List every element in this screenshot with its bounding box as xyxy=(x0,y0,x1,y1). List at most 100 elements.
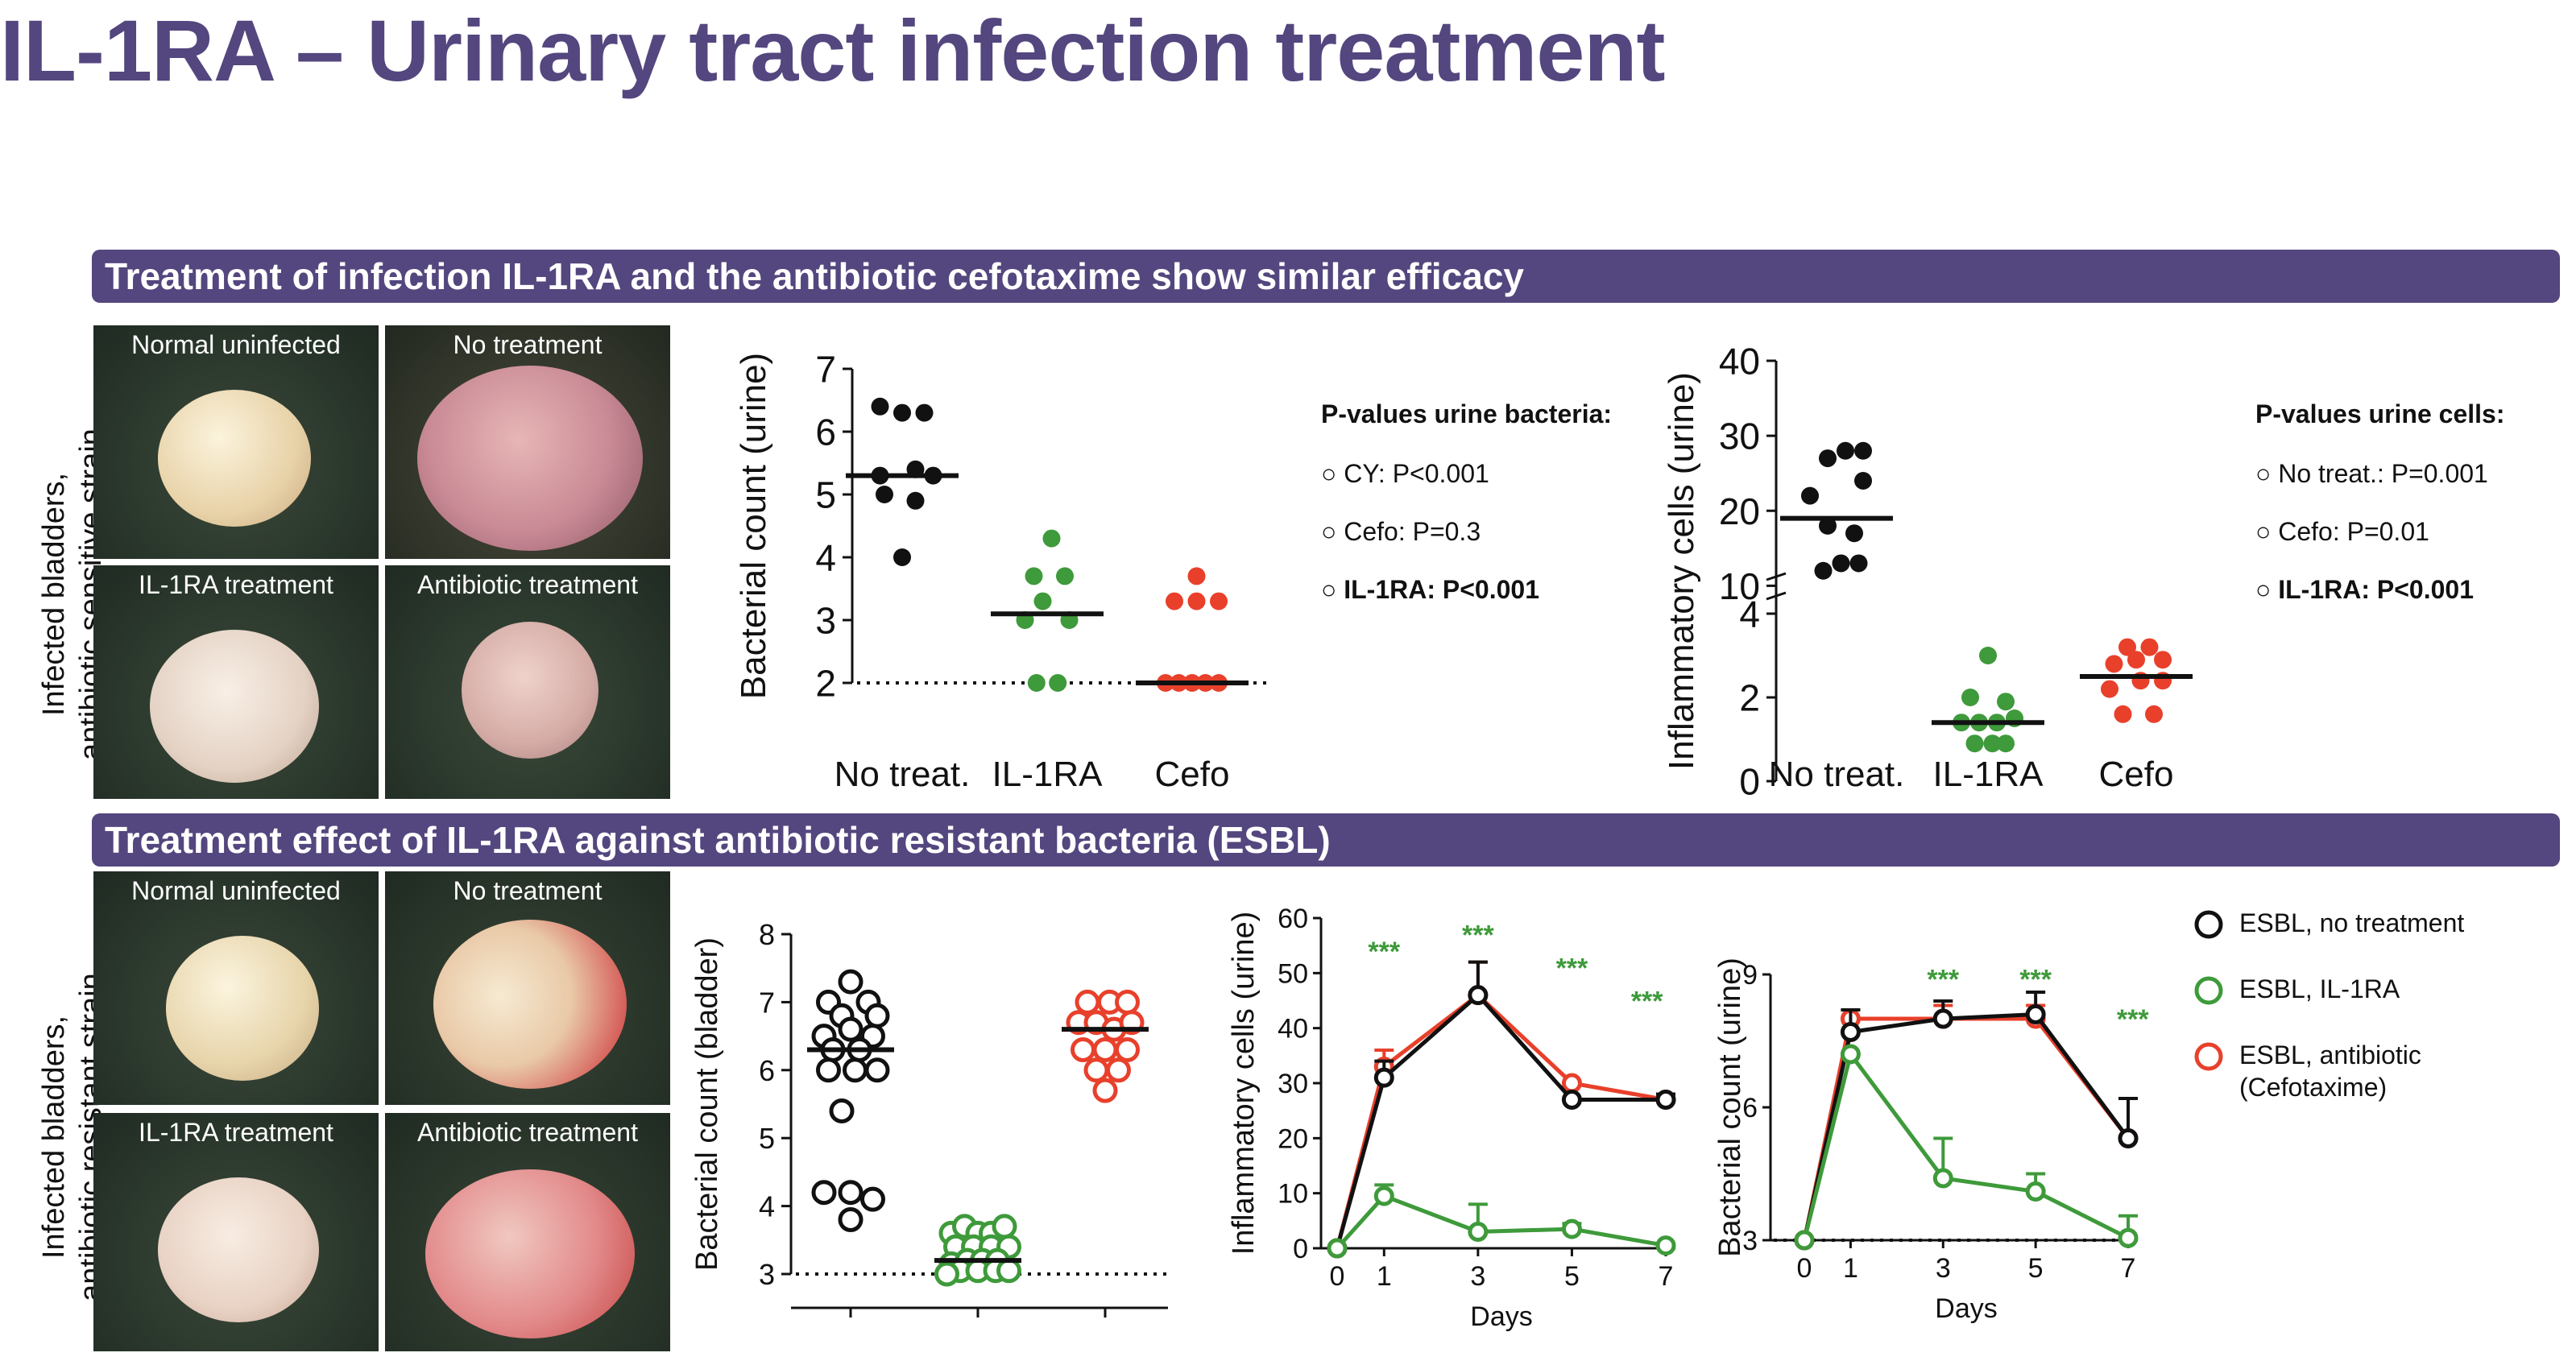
data-point xyxy=(1468,1222,1489,1242)
y-axis-label: Inflammatory cells (urine) xyxy=(1227,912,1261,1256)
x-axis-label: Days xyxy=(1470,1301,1532,1332)
data-point xyxy=(1075,989,1100,1015)
x-tick-label: 3 xyxy=(1470,1261,1485,1292)
data-point xyxy=(1655,1090,1676,1110)
data-point xyxy=(1932,1008,1953,1029)
significance-marker: *** xyxy=(2117,1004,2149,1035)
data-point xyxy=(1042,529,1061,548)
data-point xyxy=(915,403,934,422)
data-point xyxy=(1932,1168,1953,1189)
x-tick-label: 7 xyxy=(2121,1253,2136,1284)
y-tick-label: 4 xyxy=(815,537,836,579)
chart-inflammatory-cells-urine: 0 2 410 20 30 40 Inflammatory cells (urine) No … xyxy=(1662,341,2193,803)
data-point xyxy=(876,486,893,503)
pvalue-cells-item: ○ No treat.: P=0.001 xyxy=(2255,459,2488,488)
x-category-label: No treat. xyxy=(1769,755,1905,794)
data-point xyxy=(1468,985,1489,1006)
chart-inflammatory-cells-time: 0 10 20 30 40 50 60 0 1 3 5 7 Days Inflammatory cells… xyxy=(1227,904,1676,1332)
photo-il1ra-treatment-esbl: IL-1RA treatment xyxy=(93,1113,379,1351)
data-point xyxy=(2127,651,2145,669)
photo-normal-uninfected-esbl: Normal uninfected xyxy=(93,871,379,1105)
data-point xyxy=(1840,1044,1861,1065)
y-tick-label: 6 xyxy=(1742,1093,1758,1123)
y-tick-label: 7 xyxy=(815,349,836,391)
data-point xyxy=(1979,647,1997,664)
y-tick-label: 2 xyxy=(1739,677,1760,719)
data-point xyxy=(2118,1128,2139,1148)
photo-antibiotic-treatment-esbl: Antibiotic treatment xyxy=(385,1113,670,1351)
data-point xyxy=(2118,1227,2139,1248)
series-line xyxy=(1802,1049,2130,1241)
data-point xyxy=(1049,674,1067,692)
x-tick-label: 1 xyxy=(1843,1253,1858,1284)
y-tick-label: 4 xyxy=(1739,594,1760,635)
data-point xyxy=(1561,1090,1582,1110)
y-tick-label: 20 xyxy=(1719,490,1760,532)
data-point xyxy=(1819,449,1837,468)
data-point xyxy=(2118,638,2136,656)
data-point xyxy=(1056,567,1074,585)
y-tick-label: 3 xyxy=(1742,1226,1758,1256)
photo-no-treatment-esbl: No treatment xyxy=(385,871,670,1105)
photo-normal-uninfected: Normal uninfected xyxy=(93,325,379,559)
legend-label: ESBL, no treatment xyxy=(2239,908,2465,937)
data-point xyxy=(1210,592,1228,610)
x-tick-label: 1 xyxy=(1377,1261,1392,1292)
y-tick-label: 30 xyxy=(1278,1069,1308,1099)
data-point xyxy=(1025,567,1043,585)
pvalue-bacteria-item: ○ IL-1RA: P<0.001 xyxy=(1321,575,1539,604)
pvalues-cells-title: P-values urine cells: xyxy=(2255,399,2505,428)
y-tick-label: 6 xyxy=(815,412,836,453)
data-point xyxy=(1033,592,1052,610)
data-point xyxy=(996,1258,1021,1284)
data-point xyxy=(2140,638,2159,656)
y-tick-label: 10 xyxy=(1719,565,1760,607)
data-point xyxy=(1373,1067,1394,1088)
data-point xyxy=(864,1057,890,1083)
data-point xyxy=(1854,472,1872,490)
data-point xyxy=(1083,1057,1109,1083)
data-point xyxy=(1983,734,2002,753)
x-category-label: Cefo xyxy=(1155,755,1230,794)
data-point xyxy=(2025,1181,2046,1202)
data-point xyxy=(1115,989,1140,1015)
data-point xyxy=(2114,705,2132,723)
x-tick-label: 5 xyxy=(2028,1253,2044,1284)
photo-il1ra-treatment: IL-1RA treatment xyxy=(93,565,379,799)
data-point xyxy=(2101,680,2118,698)
data-point xyxy=(871,397,889,416)
significance-marker: *** xyxy=(1631,987,1663,1017)
y-axis-label: Bacterial count (urine) xyxy=(734,353,773,699)
photo-antibiotic-treatment: Antibiotic treatment xyxy=(385,565,670,799)
y-tick-label: 7 xyxy=(759,986,775,1019)
data-point xyxy=(829,1098,855,1123)
data-point xyxy=(816,1057,841,1083)
data-point xyxy=(1166,592,1183,610)
y-tick-label: 0 xyxy=(1293,1234,1308,1264)
pvalues-bacteria-title: P-values urine bacteria: xyxy=(1321,399,1613,428)
pvalue-cells-item: ○ Cefo: P=0.01 xyxy=(2255,517,2429,546)
data-point xyxy=(1819,516,1837,535)
data-point xyxy=(1849,554,1868,573)
y-tick-label: 3 xyxy=(759,1258,775,1291)
data-point xyxy=(1965,734,1984,753)
y-axis-label: Inflammatory cells (urine) xyxy=(1662,372,1701,770)
axis-break xyxy=(1766,572,1787,581)
y-tick-label: 8 xyxy=(759,918,775,951)
significance-marker: *** xyxy=(1368,937,1400,967)
x-tick-label: 7 xyxy=(1659,1261,1674,1292)
data-point xyxy=(1327,1238,1348,1259)
pvalue-bacteria-item: ○ CY: P<0.001 xyxy=(1321,459,1489,488)
significance-marker: *** xyxy=(1927,965,1959,995)
data-point xyxy=(1106,1057,1131,1083)
data-point xyxy=(1814,561,1833,580)
data-point xyxy=(2105,655,2123,673)
section1-banner: Treatment of infection IL-1RA and the an… xyxy=(92,250,2560,303)
y-axis-label: Bacterial count (bladder) xyxy=(693,937,724,1271)
legend-marker-antibiotic xyxy=(2194,1042,2223,1071)
y-tick-label: 6 xyxy=(759,1054,775,1087)
data-point xyxy=(860,1186,885,1212)
data-point xyxy=(2145,705,2163,723)
pvalue-cells-item: ○ IL-1RA: P<0.001 xyxy=(2255,575,2474,604)
legend-label: ESBL, antibiotic xyxy=(2239,1040,2421,1069)
